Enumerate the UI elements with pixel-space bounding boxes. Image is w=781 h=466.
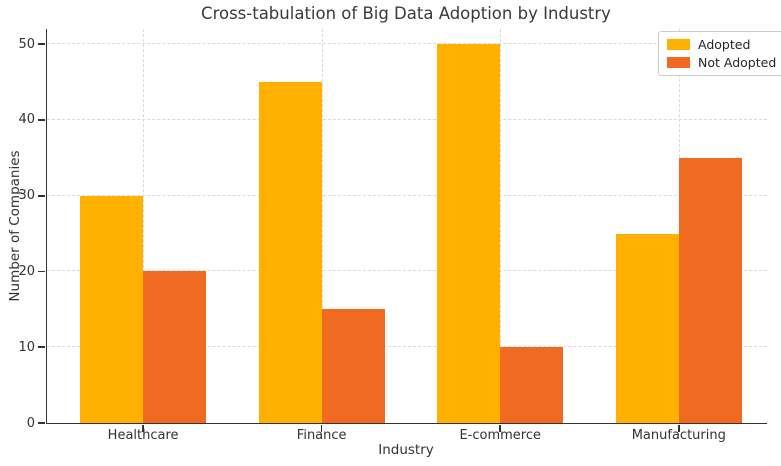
bar-adopted-e-commerce	[437, 44, 501, 423]
y-tick-label-40: 40	[18, 112, 35, 128]
y-tick-10	[38, 346, 46, 349]
legend-swatch-adopted	[667, 39, 690, 50]
legend-label-adopted: Adopted	[698, 37, 751, 52]
x-axis-label: Industry	[378, 442, 434, 458]
y-tick-label-0: 0	[26, 415, 35, 431]
legend-label-not-adopted: Not Adopted	[698, 55, 777, 70]
x-tick-finance	[320, 424, 323, 432]
y-tick-label-20: 20	[18, 263, 35, 279]
y-tick-50	[38, 43, 46, 45]
y-tick-label-30: 30	[18, 188, 35, 204]
bar-adopted-healthcare	[80, 195, 144, 423]
legend: Adopted Not Adopted	[658, 31, 781, 76]
bar-not-adopted-finance	[321, 309, 385, 423]
legend-entry-not-adopted: Not Adopted	[667, 56, 776, 69]
x-tick-healthcare	[142, 424, 144, 432]
legend-swatch-not-adopted	[667, 57, 690, 68]
y-gridline-10	[47, 346, 767, 348]
y-tick-0	[38, 422, 46, 424]
x-gridline-healthcare	[143, 29, 145, 423]
bar-not-adopted-e-commerce	[500, 347, 564, 423]
x-gridline-e-commerce	[500, 29, 502, 423]
x-tick-label-manufacturing: Manufacturing	[631, 428, 726, 443]
y-gridline-30	[47, 194, 767, 196]
y-tick-label-10: 10	[18, 339, 35, 355]
bar-not-adopted-manufacturing	[678, 157, 742, 423]
chart-title: Cross-tabulation of Big Data Adoption by…	[201, 4, 611, 23]
x-tick-label-healthcare: Healthcare	[107, 428, 179, 443]
y-axis-label: Number of Companies	[7, 150, 23, 302]
x-tick-label-finance: Finance	[296, 428, 347, 443]
bar-adopted-manufacturing	[615, 233, 679, 423]
bar-adopted-finance	[258, 82, 322, 423]
y-tick-label-50: 50	[18, 36, 35, 52]
x-tick-manufacturing	[678, 424, 680, 432]
plot-area: 0 10 20 30 40 50 Healthcare Finance E-commerce Ma…	[18, 29, 767, 443]
y-gridline-40	[47, 118, 767, 120]
x-gridline-finance	[321, 29, 323, 423]
y-tick-30	[38, 194, 46, 197]
x-tick-label-e-commerce: E-commerce	[459, 428, 541, 443]
y-gridline-50	[47, 43, 767, 45]
bar-not-adopted-healthcare	[143, 271, 207, 423]
y-gridline-20	[47, 270, 767, 272]
legend-entry-adopted: Adopted	[667, 38, 776, 51]
y-tick-20	[38, 270, 46, 273]
x-tick-e-commerce	[499, 424, 502, 432]
y-tick-40	[38, 119, 46, 121]
